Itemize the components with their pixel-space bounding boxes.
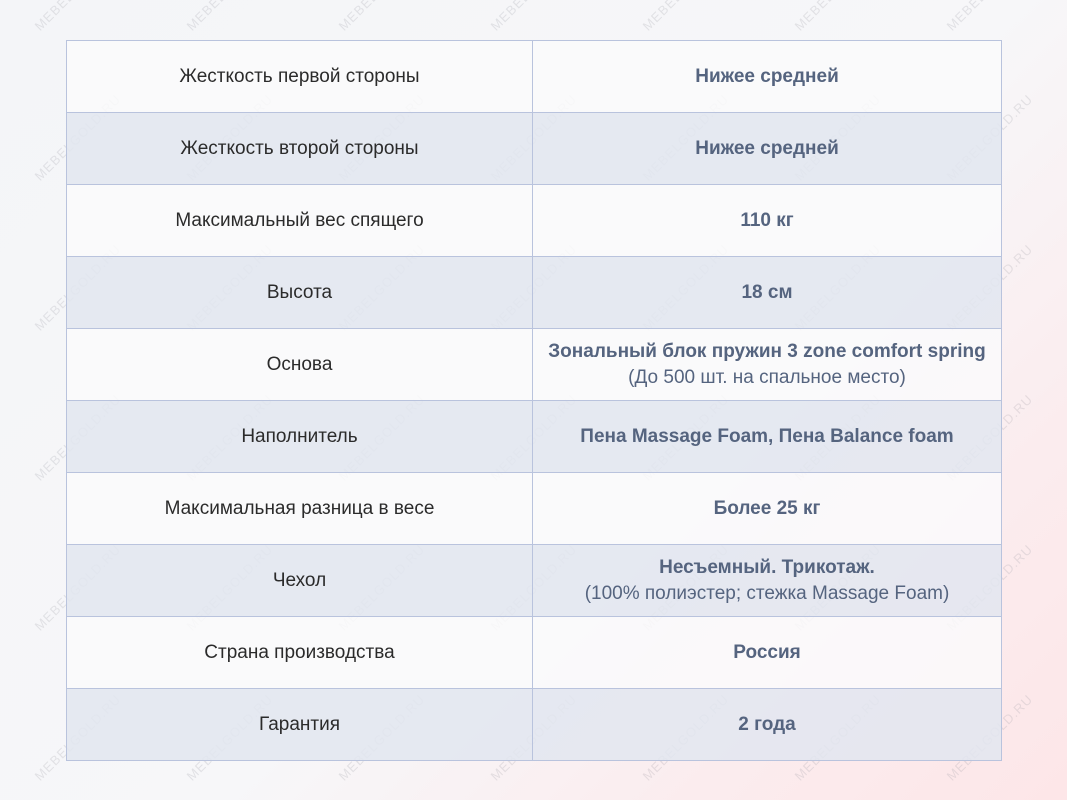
spec-value: 18 см [532,256,1002,329]
spec-value: Россия [532,616,1002,689]
watermark-text: MEBELGOLD.RU [792,0,884,34]
spec-value: Нижее средней [532,40,1002,113]
spec-label: Наполнитель [66,400,533,473]
spec-value-main: 2 года [738,713,796,735]
spec-row: Страна производства Россия [66,616,1002,689]
spec-value: Нижее средней [532,112,1002,185]
spec-label: Гарантия [66,688,533,761]
spec-row: Высота 18 см [66,256,1002,329]
spec-label: Жесткость второй стороны [66,112,533,185]
spec-value: Зональный блок пружин 3 zone comfort spr… [532,328,1002,401]
spec-row: Наполнитель Пена Massage Foam, Пена Balan… [66,400,1002,473]
spec-value-main: Зональный блок пружин 3 zone comfort spr… [548,340,986,362]
spec-value: Более 25 кг [532,472,1002,545]
spec-value: Несъемный. Трикотаж. (100% полиэстер; сте… [532,544,1002,617]
spec-row: Максимальная разница в весе Более 25 кг [66,472,1002,545]
watermark-text: MEBELGOLD.RU [640,0,732,34]
spec-value: Пена Massage Foam, Пена Balance foam [532,400,1002,473]
spec-row: Чехол Несъемный. Трикотаж. (100% полиэстер… [66,544,1002,617]
spec-label: Высота [66,256,533,329]
spec-label: Основа [66,328,533,401]
spec-row: Жесткость первой стороны Нижее средней [66,40,1002,113]
spec-label: Максимальная разница в весе [66,472,533,545]
watermark-text: MEBELGOLD.RU [488,0,580,34]
spec-value-main: Нижее средней [695,137,839,159]
spec-value-main: Россия [733,641,801,663]
spec-row: Жесткость второй стороны Нижее средней [66,112,1002,185]
spec-row: Основа Зональный блок пружин 3 zone comfo… [66,328,1002,401]
spec-row: Гарантия 2 года [66,688,1002,761]
spec-label: Максимальный вес спящего [66,184,533,257]
spec-label: Страна производства [66,616,533,689]
watermark-text: MEBELGOLD.RU [184,0,276,34]
spec-value-main: 110 кг [740,209,794,231]
spec-value-main: Несъемный. Трикотаж. [659,556,875,578]
spec-row: Максимальный вес спящего 110 кг [66,184,1002,257]
spec-value-main: Нижее средней [695,65,839,87]
spec-value: 2 года [532,688,1002,761]
watermark-text: MEBELGOLD.RU [32,0,124,34]
watermark-text: MEBELGOLD.RU [944,0,1036,34]
spec-table: Жесткость первой стороны Нижее средней Жес… [66,40,1002,761]
spec-value-main: 18 см [741,281,793,303]
spec-label: Жесткость первой стороны [66,40,533,113]
spec-value-main: Пена Massage Foam, Пена Balance foam [580,425,954,447]
spec-label: Чехол [66,544,533,617]
watermark-text: MEBELGOLD.RU [336,0,428,34]
spec-value-main: Более 25 кг [713,497,821,519]
spec-value-note: (100% полиэстер; стежка Massage Foam) [584,582,950,604]
spec-value-note: (До 500 шт. на спальное место) [628,366,906,388]
spec-value: 110 кг [532,184,1002,257]
